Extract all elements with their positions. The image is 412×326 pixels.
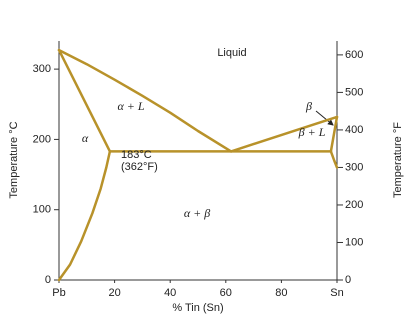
x-tick-label: 40 [164, 287, 176, 299]
y2-tick-label: 0 [345, 274, 351, 286]
y2-tick-label: 300 [345, 161, 363, 173]
y2-tick-label: 500 [345, 86, 363, 98]
x-tick-label: Pb [52, 287, 65, 299]
phase-boundary [57, 150, 112, 282]
x-tick-label: 20 [108, 287, 120, 299]
x-tick-label: Sn [330, 287, 343, 299]
y2-tick-label: 200 [345, 199, 363, 211]
x-tick-label: 80 [275, 287, 287, 299]
y2-axis-label: Temperature °F [392, 122, 404, 198]
y-tick-label: 0 [45, 274, 51, 286]
annotation: (362°F) [121, 161, 158, 173]
phase-boundary [229, 115, 339, 153]
y2-tick-label: 600 [345, 49, 363, 61]
annotation: β + L [298, 125, 326, 139]
y2-tick-label: 100 [345, 236, 363, 248]
y-tick-label: 100 [33, 204, 51, 216]
phase-boundary [57, 48, 112, 153]
annotation: β [305, 99, 312, 113]
annotation: α [82, 131, 89, 145]
y-axis-label: Temperature °C [8, 121, 20, 198]
annotation: α + L [117, 99, 144, 113]
phase-boundary [329, 150, 339, 169]
phase-boundary [57, 48, 233, 153]
phase-boundary [329, 115, 339, 153]
annotation: Liquid [217, 47, 246, 59]
y-tick-label: 300 [33, 63, 51, 75]
annotation: 183°C [121, 149, 152, 161]
x-tick-label: 60 [220, 287, 232, 299]
x-axis-label: % Tin (Sn) [172, 302, 223, 314]
y2-tick-label: 400 [345, 124, 363, 136]
y-tick-label: 200 [33, 133, 51, 145]
arrow [315, 110, 334, 126]
annotation: α + β [184, 206, 210, 220]
